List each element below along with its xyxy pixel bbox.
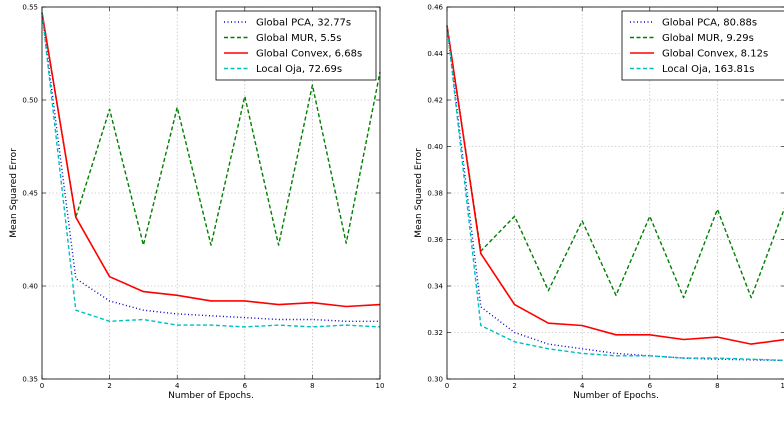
y-tick-label: 0.45	[22, 190, 38, 198]
series-line-2	[446, 25, 784, 345]
legend-label: Global MUR, 9.29s	[662, 33, 754, 44]
x-tick-label: 4	[580, 382, 585, 390]
legend-label: Global MUR, 5.5s	[256, 33, 341, 44]
y-tick-label: 0.36	[427, 236, 443, 244]
plot-frame	[446, 6, 784, 380]
legend-label: Global Convex, 8.12s	[662, 49, 768, 60]
y-tick-label: 0.34	[427, 283, 443, 291]
y-tick-label: 0.55	[22, 4, 38, 12]
legend-box	[215, 10, 377, 81]
x-tick-label: 10	[781, 382, 784, 390]
legend-box	[621, 10, 784, 81]
legend-label: Local Oja, 163.81s	[662, 64, 754, 75]
y-tick-label: 0.46	[427, 4, 443, 12]
x-tick-label: 0	[445, 382, 449, 390]
y-tick-label: 0.42	[427, 97, 443, 105]
y-axis-label: Mean Squared Error	[414, 148, 424, 238]
x-tick-label: 4	[175, 382, 180, 390]
y-tick-label: 0.38	[427, 190, 443, 198]
y-tick-label: 0.30	[427, 376, 443, 384]
x-tick-label: 2	[512, 382, 516, 390]
legend-label: Local Oja, 72.69s	[256, 64, 342, 75]
x-tick-label: 6	[243, 382, 248, 390]
y-tick-label: 0.50	[22, 97, 38, 105]
series-line-3	[41, 12, 381, 328]
y-axis-label: Mean Squared Error	[9, 148, 19, 238]
left-chart-panel: 0 2 4 6 8 10 0.35 0.40 0.45 0.50 0.55 Number of Epo…	[9, 4, 384, 402]
x-axis-label: Number of Epochs.	[168, 391, 254, 401]
y-tick-label: 0.35	[22, 376, 38, 384]
y-tick-label: 0.32	[427, 329, 443, 337]
y-tick-label: 0.44	[427, 50, 443, 58]
right-chart-panel: 0 2 4 6 8 10 0.30 0.32 0.34 0.36 0.38 0.40 0.42 0.44 0…	[414, 4, 784, 401]
x-tick-label: 10	[376, 382, 385, 390]
x-tick-label: 8	[715, 382, 719, 390]
series-line-2	[41, 12, 381, 308]
x-axis-label: Number of Epochs.	[573, 391, 659, 401]
x-tick-label: 6	[648, 382, 653, 390]
x-tick-label: 0	[40, 382, 44, 390]
y-tick-label: 0.40	[427, 143, 443, 151]
series-line-1	[446, 25, 784, 299]
plot-frame	[41, 6, 381, 380]
legend-label: Global PCA, 80.88s	[662, 18, 757, 29]
series-line-3	[446, 25, 784, 362]
series-line-0	[446, 25, 784, 362]
legend-label: Global Convex, 6.68s	[256, 49, 362, 60]
x-tick-label: 2	[107, 382, 111, 390]
x-tick-label: 8	[310, 382, 314, 390]
y-tick-label: 0.40	[22, 283, 38, 291]
series-line-1	[41, 12, 381, 246]
legend-label: Global PCA, 32.77s	[256, 18, 351, 29]
